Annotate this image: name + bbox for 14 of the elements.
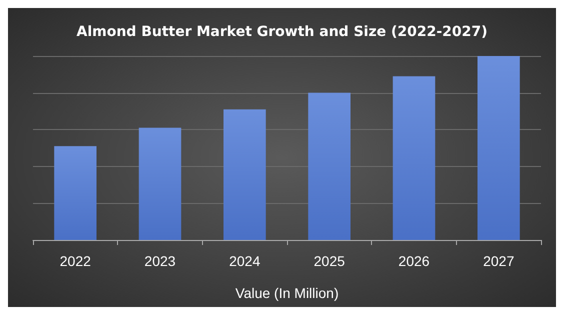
bar [54, 146, 96, 240]
x-tick-label: 2022 [60, 253, 92, 269]
bar [224, 109, 266, 240]
bar [478, 56, 520, 240]
bar [308, 92, 350, 240]
x-axis-title: Value (In Million) [235, 285, 339, 301]
x-tick-label: 2026 [398, 253, 430, 269]
x-tick-label: 2023 [144, 253, 176, 269]
bar [138, 128, 182, 240]
x-tick-label: 2025 [314, 253, 346, 269]
bar [392, 76, 436, 240]
x-tick-label: 2027 [483, 253, 514, 269]
x-tick-label: 2024 [229, 253, 260, 269]
chart-title: Almond Butter Market Growth and Size (2022-2027) [76, 24, 488, 40]
